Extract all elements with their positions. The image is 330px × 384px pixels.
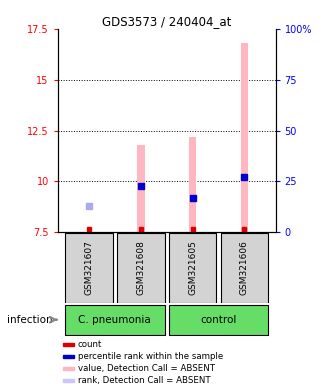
Bar (63, 355, 74, 358)
Text: count: count (78, 340, 102, 349)
Bar (220, 233, 268, 303)
Bar (63, 379, 74, 382)
Title: GDS3573 / 240404_at: GDS3573 / 240404_at (102, 15, 231, 28)
Text: rank, Detection Call = ABSENT: rank, Detection Call = ABSENT (78, 376, 211, 384)
Bar (169, 233, 216, 303)
Bar (137, 145, 145, 232)
Text: control: control (200, 314, 237, 325)
Text: GSM321607: GSM321607 (84, 240, 93, 295)
Bar (117, 233, 165, 303)
Bar (65, 305, 165, 335)
Bar (65, 233, 113, 303)
Text: GSM321606: GSM321606 (240, 240, 249, 295)
Bar (63, 367, 74, 370)
Text: infection: infection (7, 314, 52, 325)
Text: C. pneumonia: C. pneumonia (79, 314, 151, 325)
Text: percentile rank within the sample: percentile rank within the sample (78, 352, 223, 361)
Text: GSM321608: GSM321608 (136, 240, 145, 295)
Bar (189, 137, 196, 232)
Text: value, Detection Call = ABSENT: value, Detection Call = ABSENT (78, 364, 215, 373)
Bar (169, 305, 268, 335)
Bar (241, 43, 248, 232)
Bar (63, 343, 74, 346)
Text: GSM321605: GSM321605 (188, 240, 197, 295)
